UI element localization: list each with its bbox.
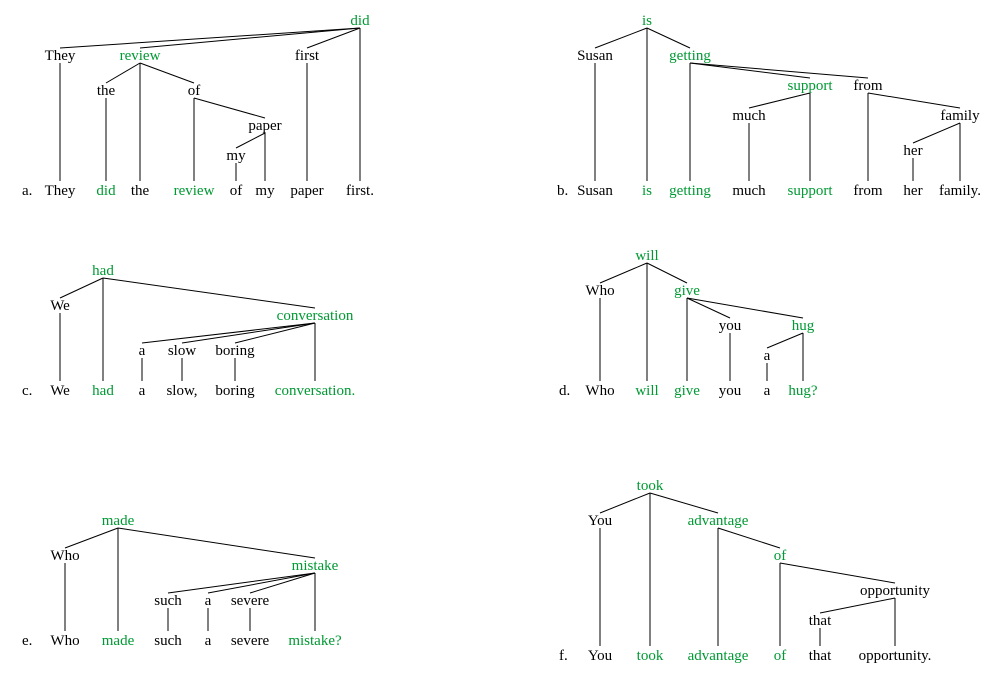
node-e_made: made	[102, 513, 135, 529]
sentence-word: such	[154, 633, 182, 649]
sentence-word: give	[674, 383, 700, 399]
node-b_Susan: Susan	[577, 48, 613, 64]
node-f_that: that	[809, 613, 832, 629]
node-a_the: the	[97, 83, 116, 99]
panel-f: took You advantage of opportunity that f. You to…	[559, 478, 931, 664]
sentence-word: a	[764, 383, 771, 399]
node-c_slow: slow	[168, 343, 197, 359]
node-e_such: such	[154, 593, 182, 609]
sentence-word: first.	[346, 183, 374, 199]
panel-a: didTheyreviewfirsttheofpapermya.Theydidt…	[22, 13, 374, 199]
sentence-word: Susan	[577, 183, 613, 199]
node-c_conv: conversation	[277, 308, 354, 324]
panel-c: had We conversation a slow boring c. We had a slow…	[22, 263, 355, 399]
sentence-word: opportunity.	[859, 648, 932, 664]
node-b_is: is	[642, 13, 652, 29]
sentence-prefix-b: b.	[557, 183, 568, 199]
node-e_a: a	[205, 593, 212, 609]
sentence-word: is	[642, 183, 652, 199]
node-a_review: review	[120, 48, 161, 64]
node-a_paper: paper	[248, 118, 281, 134]
node-a_did: did	[350, 13, 370, 29]
sentence-word: that	[809, 648, 832, 664]
node-f_of: of	[774, 548, 787, 564]
sentence-prefix-d: d.	[559, 383, 570, 399]
node-e_mistake: mistake	[292, 558, 339, 574]
sentence-prefix-c: c.	[22, 383, 32, 399]
sentence-word: hug?	[788, 383, 818, 399]
sentence-prefix-a: a.	[22, 183, 32, 199]
node-a_my: my	[226, 148, 246, 164]
sentence-word: my	[255, 183, 275, 199]
node-b_much: much	[732, 108, 766, 124]
sentence-word: Who	[585, 383, 614, 399]
panel-d: will Who give you hug a d. Who will give you a hug?	[559, 248, 818, 399]
sentence-word: They	[45, 183, 76, 199]
sentence-word: advantage	[688, 648, 749, 664]
node-a_They: They	[45, 48, 76, 64]
panel-b: is Susan getting support from much family her b.…	[557, 13, 981, 199]
sentence-word: of	[230, 183, 243, 199]
node-c_had: had	[92, 263, 114, 279]
sentence-word: slow,	[166, 383, 197, 399]
sentence-word: Who	[50, 633, 79, 649]
sentence-word: had	[92, 383, 114, 399]
node-f_You: You	[588, 513, 613, 529]
node-b_getting: getting	[669, 48, 711, 64]
node-e_severe: severe	[231, 593, 270, 609]
sentence-word: boring	[215, 383, 255, 399]
sentence-prefix-e: e.	[22, 633, 32, 649]
sentence-word: did	[96, 183, 116, 199]
sentence-word: you	[719, 383, 742, 399]
sentence-word: a	[139, 383, 146, 399]
node-f_opportunity: opportunity	[860, 583, 930, 599]
sentence-word: conversation.	[275, 383, 355, 399]
node-f_took: took	[637, 478, 664, 494]
node-d_give: give	[674, 283, 700, 299]
sentence-word: the	[131, 183, 150, 199]
sentence-word: a	[205, 633, 212, 649]
node-a_first: first	[295, 48, 320, 64]
node-b_from: from	[853, 78, 882, 94]
node-d_a: a	[764, 348, 771, 364]
sentence-word: will	[635, 383, 658, 399]
panel-e: made Who mistake such a severe e. Who made such a s…	[22, 513, 342, 649]
node-d_you: you	[719, 318, 742, 334]
node-c_a: a	[139, 343, 146, 359]
node-d_will: will	[635, 248, 658, 264]
sentence-word: much	[732, 183, 766, 199]
sentence-word: We	[50, 383, 70, 399]
node-b_her: her	[903, 143, 922, 159]
node-d_hug: hug	[792, 318, 815, 334]
node-e_Who: Who	[50, 548, 79, 564]
sentence-word: of	[774, 648, 787, 664]
sentence-word: mistake?	[288, 633, 342, 649]
node-d_Who: Who	[585, 283, 614, 299]
node-c_We: We	[50, 298, 70, 314]
sentence-word: paper	[290, 183, 323, 199]
dependency-trees-figure: didTheyreviewfirsttheofpapermya.Theydidt…	[10, 10, 1000, 690]
sentence-word: support	[788, 183, 834, 199]
sentence-word: from	[853, 183, 882, 199]
node-a_of: of	[188, 83, 201, 99]
sentence-word: made	[102, 633, 135, 649]
sentence-word: her	[903, 183, 922, 199]
node-b_support: support	[788, 78, 834, 94]
sentence-word: family.	[939, 183, 981, 199]
sentence-word: severe	[231, 633, 270, 649]
sentence-prefix-f: f.	[559, 648, 568, 664]
node-f_advantage: advantage	[688, 513, 749, 529]
sentence-word: You	[588, 648, 613, 664]
node-b_family: family	[940, 108, 980, 124]
sentence-word: getting	[669, 183, 711, 199]
sentence-word: review	[174, 183, 215, 199]
sentence-word: took	[637, 648, 664, 664]
node-c_boring: boring	[215, 343, 255, 359]
